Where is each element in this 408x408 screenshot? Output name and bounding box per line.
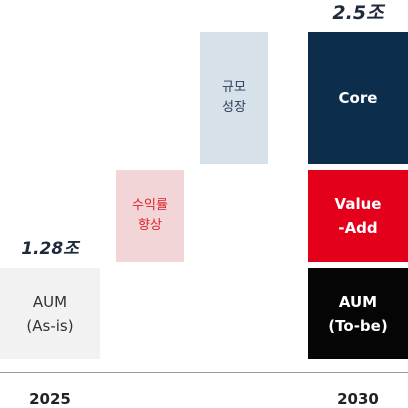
segment-label: 수익률 향상 [132, 197, 168, 233]
segment-label: AUM (To-be) [328, 292, 388, 335]
total-label-2025: 1.28조 [21, 239, 79, 259]
x-axis-line [0, 372, 408, 373]
segment-4: AUM (To-be) [308, 268, 408, 359]
segment-3: 규모 성장 [200, 32, 268, 164]
segment-label: AUM (As-is) [26, 292, 74, 335]
x-tick-2030: 2030 [337, 390, 379, 408]
segment-2: 수익률 향상 [116, 170, 184, 262]
total-label-2030: 2.5조 [332, 2, 384, 24]
segment-1: AUM (As-is) [0, 268, 100, 359]
segment-6: Core [308, 32, 408, 164]
segment-label: 규모 성장 [222, 79, 246, 115]
segment-label: Core [338, 89, 378, 107]
x-tick-2025: 2025 [29, 390, 71, 408]
segment-5: Value -Add [308, 170, 408, 262]
segment-label: Value -Add [334, 195, 382, 237]
